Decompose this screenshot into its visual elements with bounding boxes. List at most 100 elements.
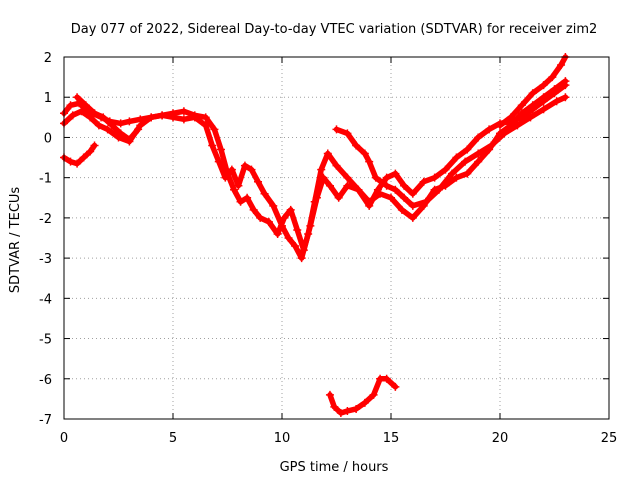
grid-layer (64, 57, 609, 419)
series-track-a (60, 77, 570, 255)
data-point (256, 213, 265, 222)
data-point (304, 229, 313, 238)
y-tick-label: -3 (39, 252, 52, 267)
data-point (317, 165, 326, 174)
series-track-d (332, 93, 570, 210)
data-point (360, 149, 369, 158)
data-point (273, 229, 282, 238)
data-point (297, 254, 306, 263)
y-tick-label: 2 (44, 51, 52, 66)
data-point (260, 189, 269, 198)
data-point (434, 185, 443, 194)
data-point (452, 153, 461, 162)
data-point (360, 398, 369, 407)
chart-title: Day 077 of 2022, Sidereal Day-to-day VTE… (71, 22, 598, 37)
data-point (408, 213, 417, 222)
data-point (234, 181, 243, 190)
series-track-e (496, 53, 570, 130)
data-point (190, 113, 199, 122)
data-point (291, 242, 300, 251)
data-point (103, 125, 112, 134)
data-point (68, 111, 77, 120)
data-point (284, 234, 293, 242)
data-point (325, 181, 334, 190)
data-point (539, 97, 548, 106)
series-line (497, 54, 569, 129)
data-point (557, 61, 566, 70)
data-point (539, 105, 548, 114)
data-point (552, 97, 561, 106)
x-tick-label: 5 (169, 431, 177, 446)
data-point (264, 217, 273, 226)
data-point (66, 101, 75, 110)
data-point (325, 390, 334, 399)
data-point (66, 157, 75, 166)
data-point (382, 173, 391, 182)
data-point (214, 157, 223, 166)
tick-layer: 0 5 10 15 20 25 -7 -6 -5 -4 -3 -2 -1 0 1 2 (39, 51, 617, 446)
data-point (548, 73, 557, 82)
data-point (116, 129, 125, 138)
data-point (528, 105, 537, 114)
data-point (73, 93, 82, 102)
data-point (208, 141, 217, 150)
data-point (254, 177, 263, 186)
data-point (86, 147, 95, 156)
data-point (343, 181, 352, 190)
data-point (216, 145, 225, 154)
data-point (169, 113, 177, 122)
data-point (421, 197, 430, 206)
data-point (382, 374, 391, 383)
data-point (210, 125, 219, 134)
data-point (441, 165, 450, 174)
data-point (513, 121, 522, 130)
data-point (179, 115, 188, 124)
x-tick-label: 10 (274, 431, 291, 446)
data-point (526, 113, 535, 122)
data-point (461, 157, 470, 166)
data-point (474, 149, 483, 158)
data-point (474, 133, 483, 142)
data-point (496, 121, 504, 130)
data-point (382, 181, 391, 190)
data-point (517, 101, 526, 110)
y-tick-label: -4 (39, 292, 52, 307)
data-point (179, 107, 188, 116)
data-point (343, 406, 352, 415)
data-point (134, 125, 143, 134)
data-point (94, 121, 103, 130)
data-point (400, 193, 409, 202)
y-tick-label: -1 (39, 172, 52, 187)
data-point (397, 205, 406, 214)
data-point (391, 169, 400, 178)
data-point (506, 113, 515, 122)
data-point (463, 145, 472, 154)
data-point (81, 101, 90, 110)
series-track-g (325, 374, 400, 417)
x-tick-label: 20 (492, 431, 509, 446)
data-point (334, 193, 343, 202)
data-point (391, 382, 400, 391)
data-point (343, 129, 352, 138)
data-point (221, 173, 230, 182)
y-tick-label: -2 (39, 212, 52, 227)
data-point (332, 161, 341, 170)
data-point (107, 121, 116, 130)
data-point (73, 159, 82, 168)
data-point (474, 157, 483, 166)
data-point (463, 169, 472, 178)
y-tick-label: -7 (39, 413, 52, 428)
data-point (408, 201, 417, 210)
data-point (550, 89, 559, 98)
y-tick-label: -5 (39, 333, 52, 348)
data-point (90, 141, 99, 150)
data-point (227, 165, 236, 174)
data-point (293, 225, 302, 234)
data-point (352, 404, 361, 413)
series-layer (60, 53, 570, 417)
data-point (336, 408, 345, 417)
data-point (408, 189, 417, 198)
data-point (373, 185, 382, 194)
data-point (147, 113, 156, 122)
data-point (343, 173, 352, 182)
